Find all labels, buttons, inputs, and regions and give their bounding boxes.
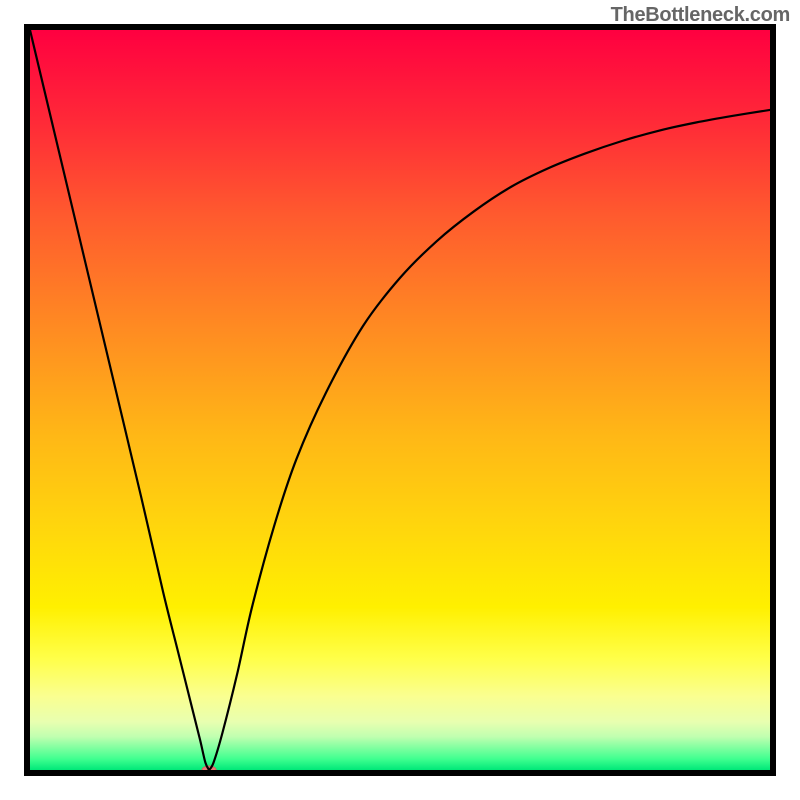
chart-background	[30, 30, 770, 770]
chart-canvas	[0, 0, 800, 800]
watermark-text: TheBottleneck.com	[611, 4, 790, 27]
bottleneck-chart: TheBottleneck.com	[0, 0, 800, 800]
